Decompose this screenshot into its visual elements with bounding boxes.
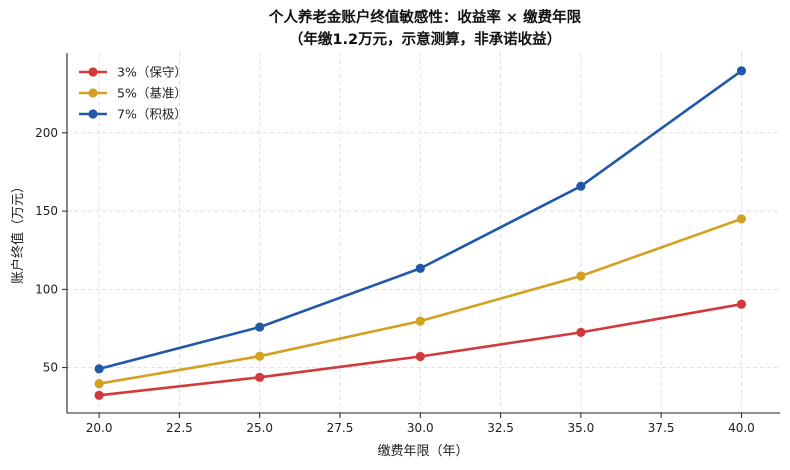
x-tick-label: 27.5: [327, 421, 354, 435]
data-point: [736, 66, 747, 76]
y-axis-label: 账户终值（万元）: [10, 180, 26, 284]
x-tick-label: 37.5: [648, 421, 675, 435]
series-0: [94, 299, 747, 400]
y-tick-label: 100: [35, 282, 58, 296]
data-point: [576, 181, 586, 191]
data-point: [94, 364, 104, 374]
data-point: [736, 214, 747, 224]
data-point: [736, 299, 747, 309]
data-point: [94, 390, 104, 400]
legend-swatch-marker: [88, 67, 98, 77]
x-tick-label: 25.0: [246, 421, 273, 435]
x-axis-label: 缴费年限（年）: [377, 444, 468, 459]
y-tick-label: 200: [35, 126, 58, 140]
chart-subtitle: （年缴1.2万元，示意测算，非承诺收益）: [289, 30, 561, 48]
x-tick-label: 22.5: [166, 421, 193, 435]
axes: 20.0 22.5 25.0 27.5 30.0 32.5 35.0 37.5 40.0 50 10…: [35, 53, 780, 435]
legend-item: 7%（积极）: [79, 107, 187, 122]
x-tick-label: 40.0: [728, 421, 755, 435]
data-point: [255, 351, 265, 361]
series-2: [94, 66, 747, 374]
legend-label: 3%（保守）: [117, 65, 187, 80]
legend-item: 3%（保守）: [79, 65, 187, 80]
series-layer: [94, 66, 747, 400]
x-tick-label: 30.0: [407, 421, 434, 435]
data-point: [576, 327, 586, 337]
data-point: [415, 263, 425, 273]
legend-item: 5%（基准）: [79, 86, 187, 101]
y-tick-label: 150: [35, 204, 58, 218]
legend-swatch-marker: [88, 109, 98, 119]
data-point: [255, 322, 265, 332]
data-point: [415, 351, 425, 362]
series-1: [94, 214, 747, 389]
legend-label: 7%（积极）: [117, 107, 187, 122]
chart-title: 个人养老金账户终值敏感性：收益率 × 缴费年限: [268, 8, 582, 26]
y-tick-label: 50: [43, 361, 58, 375]
x-tick-label: 20.0: [86, 421, 113, 435]
legend-swatch-marker: [88, 88, 98, 98]
data-point: [576, 271, 586, 281]
legend: 3%（保守） 5%（基准） 7%（积极）: [79, 65, 187, 122]
x-tick-label: 35.0: [568, 421, 595, 435]
data-point: [94, 379, 104, 389]
x-tick-label: 32.5: [487, 421, 514, 435]
data-point: [415, 316, 425, 326]
data-point: [255, 372, 265, 382]
legend-label: 5%（基准）: [117, 86, 187, 101]
